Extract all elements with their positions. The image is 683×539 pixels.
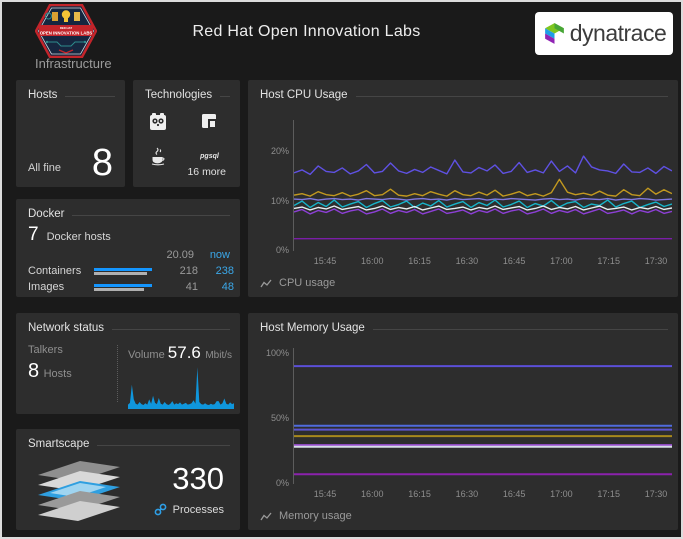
technologies-more[interactable]: 16 more [187,166,226,178]
cpu-x-ticks: 15:45 16:00 16:15 16:30 16:45 17:00 17:15 17… [313,256,668,266]
postgresql-icon: pgsql [200,152,219,160]
svg-text:RED HAT: RED HAT [60,26,73,30]
divider [220,95,230,97]
volume-unit: Mbit/s [205,350,232,361]
hosts-count: 8 [91,141,113,184]
divider [72,214,230,216]
divider [372,328,668,330]
divider [117,345,118,402]
memory-y-axis [293,348,294,484]
mem-ytick-0: 0% [275,478,289,488]
volume-label: Volume [128,349,165,361]
cpu-line-chart [294,120,672,251]
volume-value: 57.6 [167,343,201,362]
cpu-ytick-0: 0% [275,245,289,255]
cpu-ytick-10: 10% [270,196,289,206]
mem-ytick-50: 50% [270,413,289,423]
divider [65,95,115,97]
divider [355,95,668,97]
docker-table-header: 20.09 now [28,247,230,263]
network-volume-sparkline [128,367,234,409]
docker-hosts-count: 7 [28,224,39,245]
memory-line-chart [294,348,672,484]
process-count: 330 [172,461,224,496]
smartscape-layers-icon [38,461,120,521]
docker-col-previous: 20.09 [166,249,194,261]
memory-x-ticks: 15:45 16:00 16:15 16:30 16:45 17:00 17:15 17… [313,489,668,499]
tile-technologies[interactable]: Technologies [133,80,240,187]
linux-icon [146,110,170,134]
cpu-title: Host CPU Usage [260,89,348,101]
images-bar [94,283,152,291]
divider [112,328,230,330]
page-title: Red Hat Open Innovation Labs [192,23,421,40]
tile-hosts[interactable]: Hosts All fine 8 [16,80,125,187]
svg-text:OPEN INNOVATION LABS: OPEN INNOVATION LABS [40,31,93,36]
docker-col-now: now [209,249,230,261]
hosts-title: Hosts [28,89,58,101]
dynatrace-logo: dynatrace [535,12,673,55]
open-innovation-labs-logo: RED HAT OPEN INNOVATION LABS [35,4,97,58]
smartscape-title: Smartscape [28,438,90,450]
docker-table: 20.09 now Containers 218 238 Images 41 4… [28,247,234,295]
link-icon [154,503,167,516]
cpu-y-axis [293,120,294,251]
talkers-unit: Hosts [43,368,72,380]
tile-host-memory-usage[interactable]: Host Memory Usage 100% 50% 0% 15:45 16:00… [248,313,678,530]
containers-bar [94,267,152,275]
tile-smartscape[interactable]: Smartscape 330 Processes [16,429,240,530]
memory-title: Host Memory Usage [260,322,365,334]
line-chart-icon [260,279,272,287]
docker-row-containers: Containers 218 238 [28,265,234,277]
docker-title: Docker [28,208,65,220]
mem-ytick-100: 100% [265,348,289,358]
dynatrace-wordmark: dynatrace [569,20,667,46]
tile-host-cpu-usage[interactable]: Host CPU Usage 20% 10% 0% 15:45 16:00 16:… [248,80,678,297]
docker-hosts-label: Docker hosts [46,231,111,243]
tile-docker[interactable]: Docker 7 Docker hosts 20.09 now Containe… [16,199,240,297]
docker-row-images: Images 41 48 [28,281,234,293]
processes-link[interactable]: Processes [154,503,224,516]
hosts-status: All fine [28,162,62,174]
technologies-title: Technologies [145,89,213,101]
network-talkers: Talkers 8 Hosts [28,344,72,382]
java-icon [146,144,170,168]
dynatrace-cube-icon [544,23,564,44]
divider [97,444,230,446]
network-title: Network status [28,322,105,334]
cpu-usage-link[interactable]: CPU usage [260,277,335,289]
cpu-ytick-20: 20% [270,146,289,156]
tile-network-status[interactable]: Network status Talkers 8 Hosts Volume 57… [16,313,240,414]
line-chart-icon [260,512,272,520]
docker-icon [198,110,222,134]
section-label: Infrastructure [35,56,112,71]
talkers-count: 8 [28,360,40,382]
memory-usage-link[interactable]: Memory usage [260,510,352,522]
